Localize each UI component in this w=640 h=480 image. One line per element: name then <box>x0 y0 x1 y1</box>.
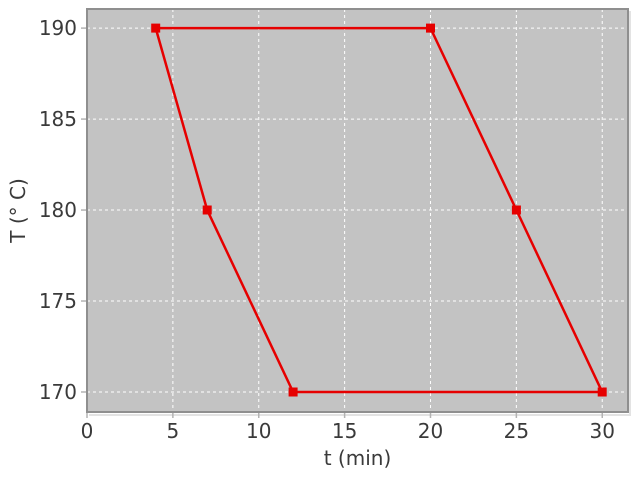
axis-tick-marks <box>81 27 603 418</box>
data-point-marker <box>202 205 212 215</box>
x-axis-tick-labels: 0 5 10 15 20 25 30 <box>81 419 615 443</box>
y-axis-title: T (° C) <box>6 178 30 244</box>
x-tick-label: 0 <box>81 419 94 443</box>
x-tick-label: 10 <box>246 419 271 443</box>
x-tick-label: 15 <box>332 419 357 443</box>
y-tick-label: 170 <box>39 380 77 404</box>
data-point-marker <box>288 387 298 397</box>
x-tick-label: 30 <box>589 419 614 443</box>
y-tick-label: 180 <box>39 198 77 222</box>
data-point-marker <box>511 205 521 215</box>
y-tick-label: 185 <box>39 107 77 131</box>
x-tick-label: 20 <box>418 419 443 443</box>
y-axis-tick-labels: 170 175 180 185 190 <box>39 16 77 404</box>
plot-frame-bevel <box>89 11 631 416</box>
x-axis-title: t (min) <box>324 446 392 470</box>
y-tick-label: 190 <box>39 16 77 40</box>
data-point-marker <box>597 387 607 397</box>
data-point-marker <box>426 23 435 33</box>
y-tick-label: 175 <box>39 289 77 313</box>
x-tick-label: 5 <box>167 419 180 443</box>
data-series <box>151 23 607 397</box>
plot-frame-border <box>86 8 629 413</box>
x-tick-label: 25 <box>504 419 529 443</box>
data-point-marker <box>151 23 161 33</box>
